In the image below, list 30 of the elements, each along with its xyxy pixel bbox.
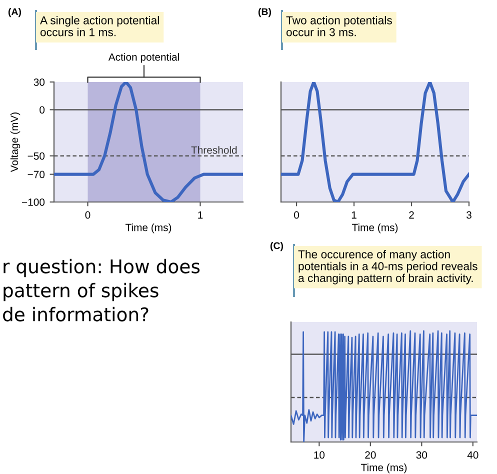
x-tick-label: 30: [416, 451, 428, 459]
text: r question: How does: [4, 258, 200, 278]
y-tick-label: −100: [22, 198, 45, 206]
x-tick-label: 20: [365, 451, 376, 459]
chart-title: The occurence of many action potentials in a 40-ms period reveals a changing pattern of brain activity.: [298, 250, 478, 284]
text: de information?: [3, 306, 148, 322]
y-axis-title: Voltage (mV): [10, 112, 20, 172]
ref-line-label: Threshold: [191, 146, 237, 154]
x-tick-label: 1: [198, 211, 203, 219]
y-tick-label: 30: [34, 78, 45, 86]
chart-title: A single action potential occurs in 1 ms.: [40, 16, 159, 36]
x-tick-label: 0: [294, 211, 300, 219]
y-tick-label: 0: [40, 106, 45, 114]
x-tick-label: 0: [85, 211, 90, 219]
band-label: Action potential: [108, 53, 179, 63]
x-tick-label: 10: [314, 451, 325, 459]
chart-title: Two action potentials occur in 3 ms.: [286, 16, 392, 36]
y-tick-label: −50: [28, 152, 45, 160]
x-axis-title: Time (ms): [361, 464, 407, 474]
x-tick-label: 40: [467, 451, 478, 459]
y-tick-label: −70: [28, 170, 45, 178]
x-axis-title: Time (ms): [126, 224, 172, 234]
text: (B): [258, 8, 272, 18]
x-axis-title: Time (ms): [352, 224, 398, 234]
x-tick-label: 3: [466, 211, 472, 219]
text: (A): [8, 8, 22, 18]
text: (C): [270, 242, 284, 252]
text: pattern of spikes: [4, 282, 158, 302]
x-tick-label: 1: [352, 211, 356, 219]
x-tick-label: 2: [409, 211, 414, 219]
